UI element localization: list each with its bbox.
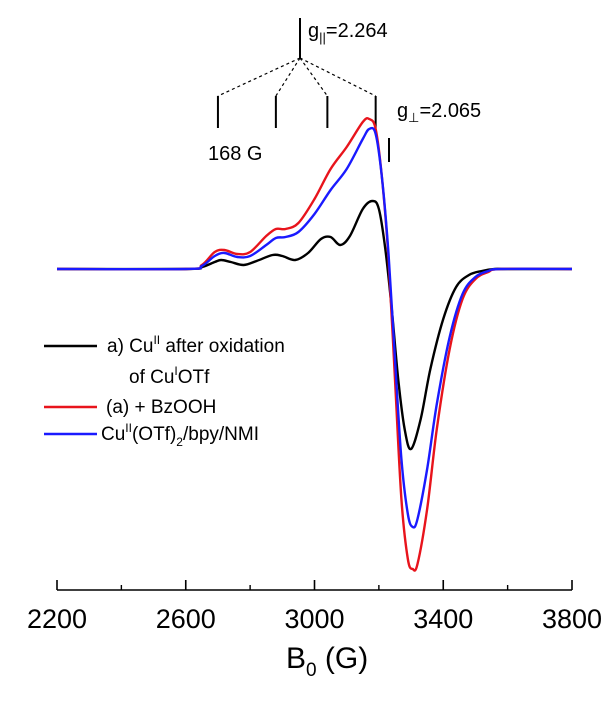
- x-axis-ticks: [56, 580, 573, 590]
- series-line-red: [56, 117, 573, 572]
- hyperfine-dash-line: [299, 57, 376, 97]
- g-parallel-label: g||=2.264: [308, 20, 388, 45]
- series-layer: [56, 117, 573, 572]
- g-factor-annotations: g||=2.264 168 G g⊥=2.065: [208, 18, 481, 165]
- legend-label-black-line1: a) CuII after oxidation: [107, 333, 285, 357]
- series-line-blue: [56, 126, 573, 529]
- series-line-black: [56, 199, 572, 451]
- hyperfine-dash-line: [275, 57, 301, 97]
- legend: a) CuII after oxidation of CuIOTf (a) + …: [44, 333, 285, 449]
- x-tick-label: 3000: [284, 604, 344, 634]
- hyperfine-dash-lines: [217, 57, 376, 97]
- legend-label-black-line2: of CuIOTf: [129, 364, 210, 388]
- hyperfine-markers: [216, 96, 377, 128]
- g-perp-label: g⊥=2.065: [397, 100, 481, 125]
- legend-label-red: (a) + BzOOH: [106, 397, 216, 418]
- hyperfine-dash-line: [299, 57, 328, 97]
- x-axis-tick-labels: 2200 2600 3000 3400 3800: [27, 604, 602, 634]
- x-tick-label: 2600: [156, 604, 216, 634]
- hyperfine-dash-line: [217, 57, 301, 97]
- x-tick-label: 3400: [413, 604, 473, 634]
- splitting-label: 168 G: [208, 143, 262, 165]
- legend-label-blue: CuII(OTf)2/bpy/NMI: [101, 421, 259, 449]
- x-tick-label: 3800: [542, 604, 602, 634]
- x-tick-label: 2200: [27, 604, 87, 634]
- x-axis-title: B0 (G): [286, 642, 368, 681]
